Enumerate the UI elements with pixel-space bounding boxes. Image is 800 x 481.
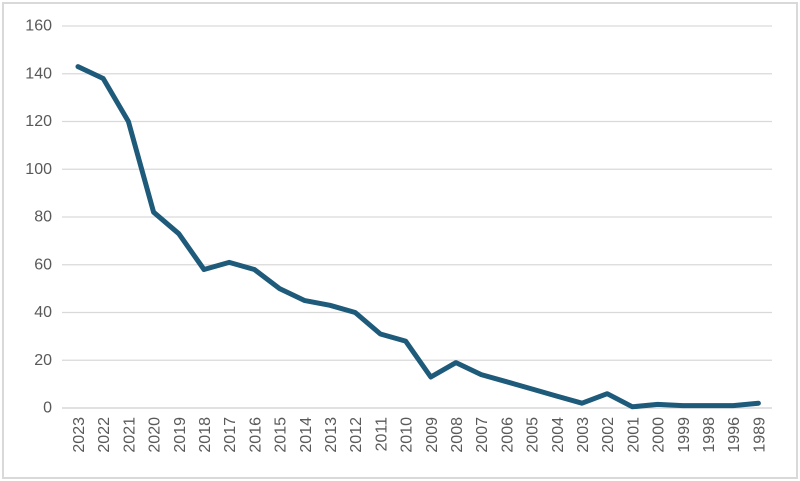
- x-tick-label: 2019: [172, 417, 189, 453]
- x-tick-label: 1999: [676, 417, 693, 453]
- x-tick-label: 2020: [147, 417, 164, 453]
- x-tick-label: 2015: [273, 417, 290, 453]
- x-tick-label: 2002: [600, 417, 617, 453]
- x-tick-label: 2006: [499, 417, 516, 453]
- x-tick-label: 2022: [96, 417, 113, 453]
- x-tick-label: 2014: [298, 417, 315, 453]
- x-tick-label: 2011: [373, 417, 390, 452]
- x-tick-label: 1996: [726, 417, 743, 453]
- x-tick-label: 1998: [701, 417, 718, 453]
- x-tick-label: 2012: [348, 417, 365, 453]
- x-tick-label: 2003: [575, 417, 592, 453]
- y-tick-label: 160: [25, 18, 52, 35]
- y-tick-label: 60: [34, 256, 52, 273]
- x-tick-label: 2021: [121, 417, 138, 453]
- y-tick-label: 100: [25, 161, 52, 178]
- x-tick-label: 2001: [625, 417, 642, 453]
- y-tick-label: 20: [34, 352, 52, 369]
- y-tick-label: 140: [25, 65, 52, 82]
- x-tick-label: 2010: [399, 417, 416, 453]
- x-tick-label: 2007: [474, 417, 491, 453]
- x-tick-label: 2017: [222, 417, 239, 453]
- x-tick-label: 2018: [197, 417, 214, 453]
- data-line-series: [75, 64, 761, 410]
- x-tick-label: 1989: [751, 417, 768, 453]
- x-tick-label: 2016: [247, 417, 264, 453]
- y-tick-label: 80: [34, 209, 52, 226]
- x-tick-label: 2009: [424, 417, 441, 453]
- x-tick-label: 2023: [71, 417, 88, 453]
- y-tick-label: 40: [34, 304, 52, 321]
- y-tick-label: 120: [25, 113, 52, 130]
- x-tick-label: 2013: [323, 417, 340, 453]
- x-tick-label: 2008: [449, 417, 466, 453]
- y-tick-label: 0: [43, 400, 52, 417]
- x-tick-label: 2000: [651, 417, 668, 453]
- x-tick-label: 2004: [550, 417, 567, 453]
- x-tick-label: 2005: [525, 417, 542, 453]
